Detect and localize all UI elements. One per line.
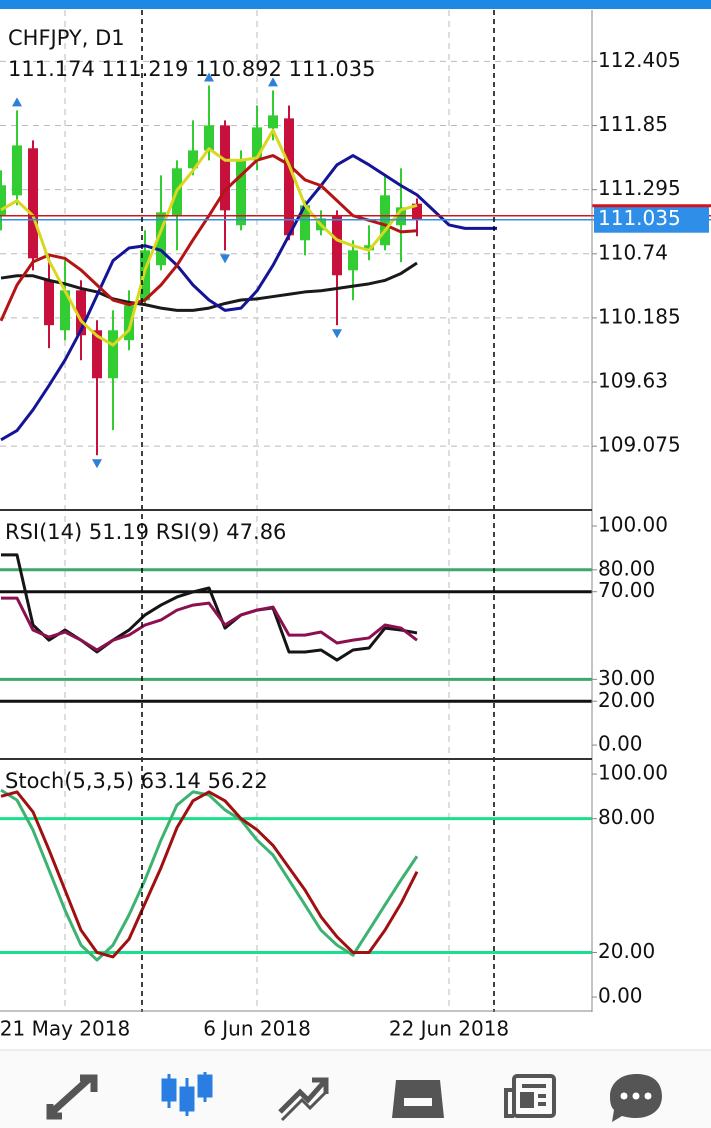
indicator-line: [0, 790, 419, 959]
stoch-value: 56.22: [208, 769, 268, 793]
y-tick-label: 30.00: [598, 666, 655, 690]
rsi-name: RSI(14): [5, 520, 82, 544]
close: 111.035: [289, 57, 376, 81]
nav-quotes[interactable]: [46, 1074, 98, 1120]
candle-body: [60, 290, 70, 331]
candle-body: [92, 330, 102, 379]
y-tick-label: 80.00: [598, 805, 655, 829]
y-tick-label: 109.075: [598, 433, 681, 457]
y-tick-label: 111.295: [598, 176, 681, 200]
y-tick-label: 70.00: [598, 578, 655, 602]
nav-trade[interactable]: [278, 1077, 329, 1122]
status-bar: [0, 0, 711, 9]
candle-body: [300, 205, 310, 241]
rsi-label: RSI(14) 51.19 RSI(9) 47.86: [5, 520, 286, 544]
nav-bar: [0, 1050, 711, 1128]
moving-average: [0, 154, 497, 442]
candle-body: [220, 125, 230, 211]
candle-body: [44, 280, 54, 326]
candle-body: [364, 245, 374, 251]
y-tick-label: 100.00: [598, 761, 668, 785]
x-tick-label: 6 Jun 2018: [203, 1017, 311, 1041]
fractal-up: [268, 77, 278, 87]
candle-body: [76, 290, 86, 336]
chart-layer: 21 May 2018 6 Jun 2018 22 Jun 2018 112.405 1…: [0, 48, 711, 1041]
y-tick-label: 111.85: [598, 112, 668, 136]
nav-chart[interactable]: [161, 1072, 213, 1116]
y-tick-label: 0.00: [598, 732, 643, 756]
fractal-down: [332, 329, 342, 339]
candle-body: [108, 330, 118, 379]
moving-average: [0, 261, 418, 312]
candle-body: [412, 203, 422, 220]
x-tick-label: 21 May 2018: [0, 1017, 130, 1041]
low: 110.892: [195, 57, 282, 81]
price-label: 111.035: [598, 206, 681, 230]
y-tick-label: 110.74: [598, 240, 668, 264]
candle-body: [348, 250, 358, 271]
stoch-value: 63.14: [141, 769, 201, 793]
moving-average: [0, 128, 418, 347]
indicator-line: [1, 596, 418, 652]
candle-body: [284, 118, 294, 236]
symbol: CHFJPY, D1: [8, 26, 125, 50]
nav-news[interactable]: [504, 1074, 556, 1118]
candle-body: [252, 127, 262, 161]
y-tick-label: 20.00: [598, 688, 655, 712]
indicator-line: [0, 788, 419, 962]
candle-body: [156, 212, 166, 266]
open: 111.174: [8, 57, 95, 81]
candle-body: [12, 145, 22, 196]
y-tick-label: 109.63: [598, 369, 668, 393]
candle-body: [236, 160, 246, 226]
nav-chat[interactable]: [610, 1074, 662, 1122]
stoch-label: Stoch(5,3,5) 63.14 56.22: [5, 769, 268, 793]
y-tick-label: 112.405: [598, 48, 681, 72]
candle-body: [124, 305, 134, 341]
fractal-up: [204, 72, 214, 82]
rsi-name: RSI(9): [156, 520, 220, 544]
rsi-value: 51.19: [89, 520, 149, 544]
ohlc: 111.174 111.219 110.892 111.035: [8, 57, 375, 81]
candle-body: [332, 215, 342, 276]
y-tick-label: 20.00: [598, 939, 655, 963]
high: 111.219: [102, 57, 189, 81]
y-tick-label: 80.00: [598, 556, 655, 580]
price-box: [594, 206, 709, 233]
candle-body: [204, 125, 214, 151]
fractal-down: [220, 254, 230, 264]
fractal-down: [92, 459, 102, 469]
candle-body: [0, 185, 6, 216]
y-tick-label: 100.00: [598, 512, 668, 536]
candle-body: [28, 148, 38, 259]
fractal-up: [12, 97, 22, 107]
nav-history[interactable]: [392, 1080, 444, 1118]
y-tick-label: 110.185: [598, 304, 681, 328]
stoch-name: Stoch(5,3,5): [5, 769, 134, 793]
candle-body: [188, 150, 198, 169]
rsi-value: 47.86: [226, 520, 286, 544]
candle-body: [268, 115, 278, 129]
x-tick-label: 22 Jun 2018: [389, 1017, 509, 1041]
y-tick-label: 0.00: [598, 984, 643, 1008]
